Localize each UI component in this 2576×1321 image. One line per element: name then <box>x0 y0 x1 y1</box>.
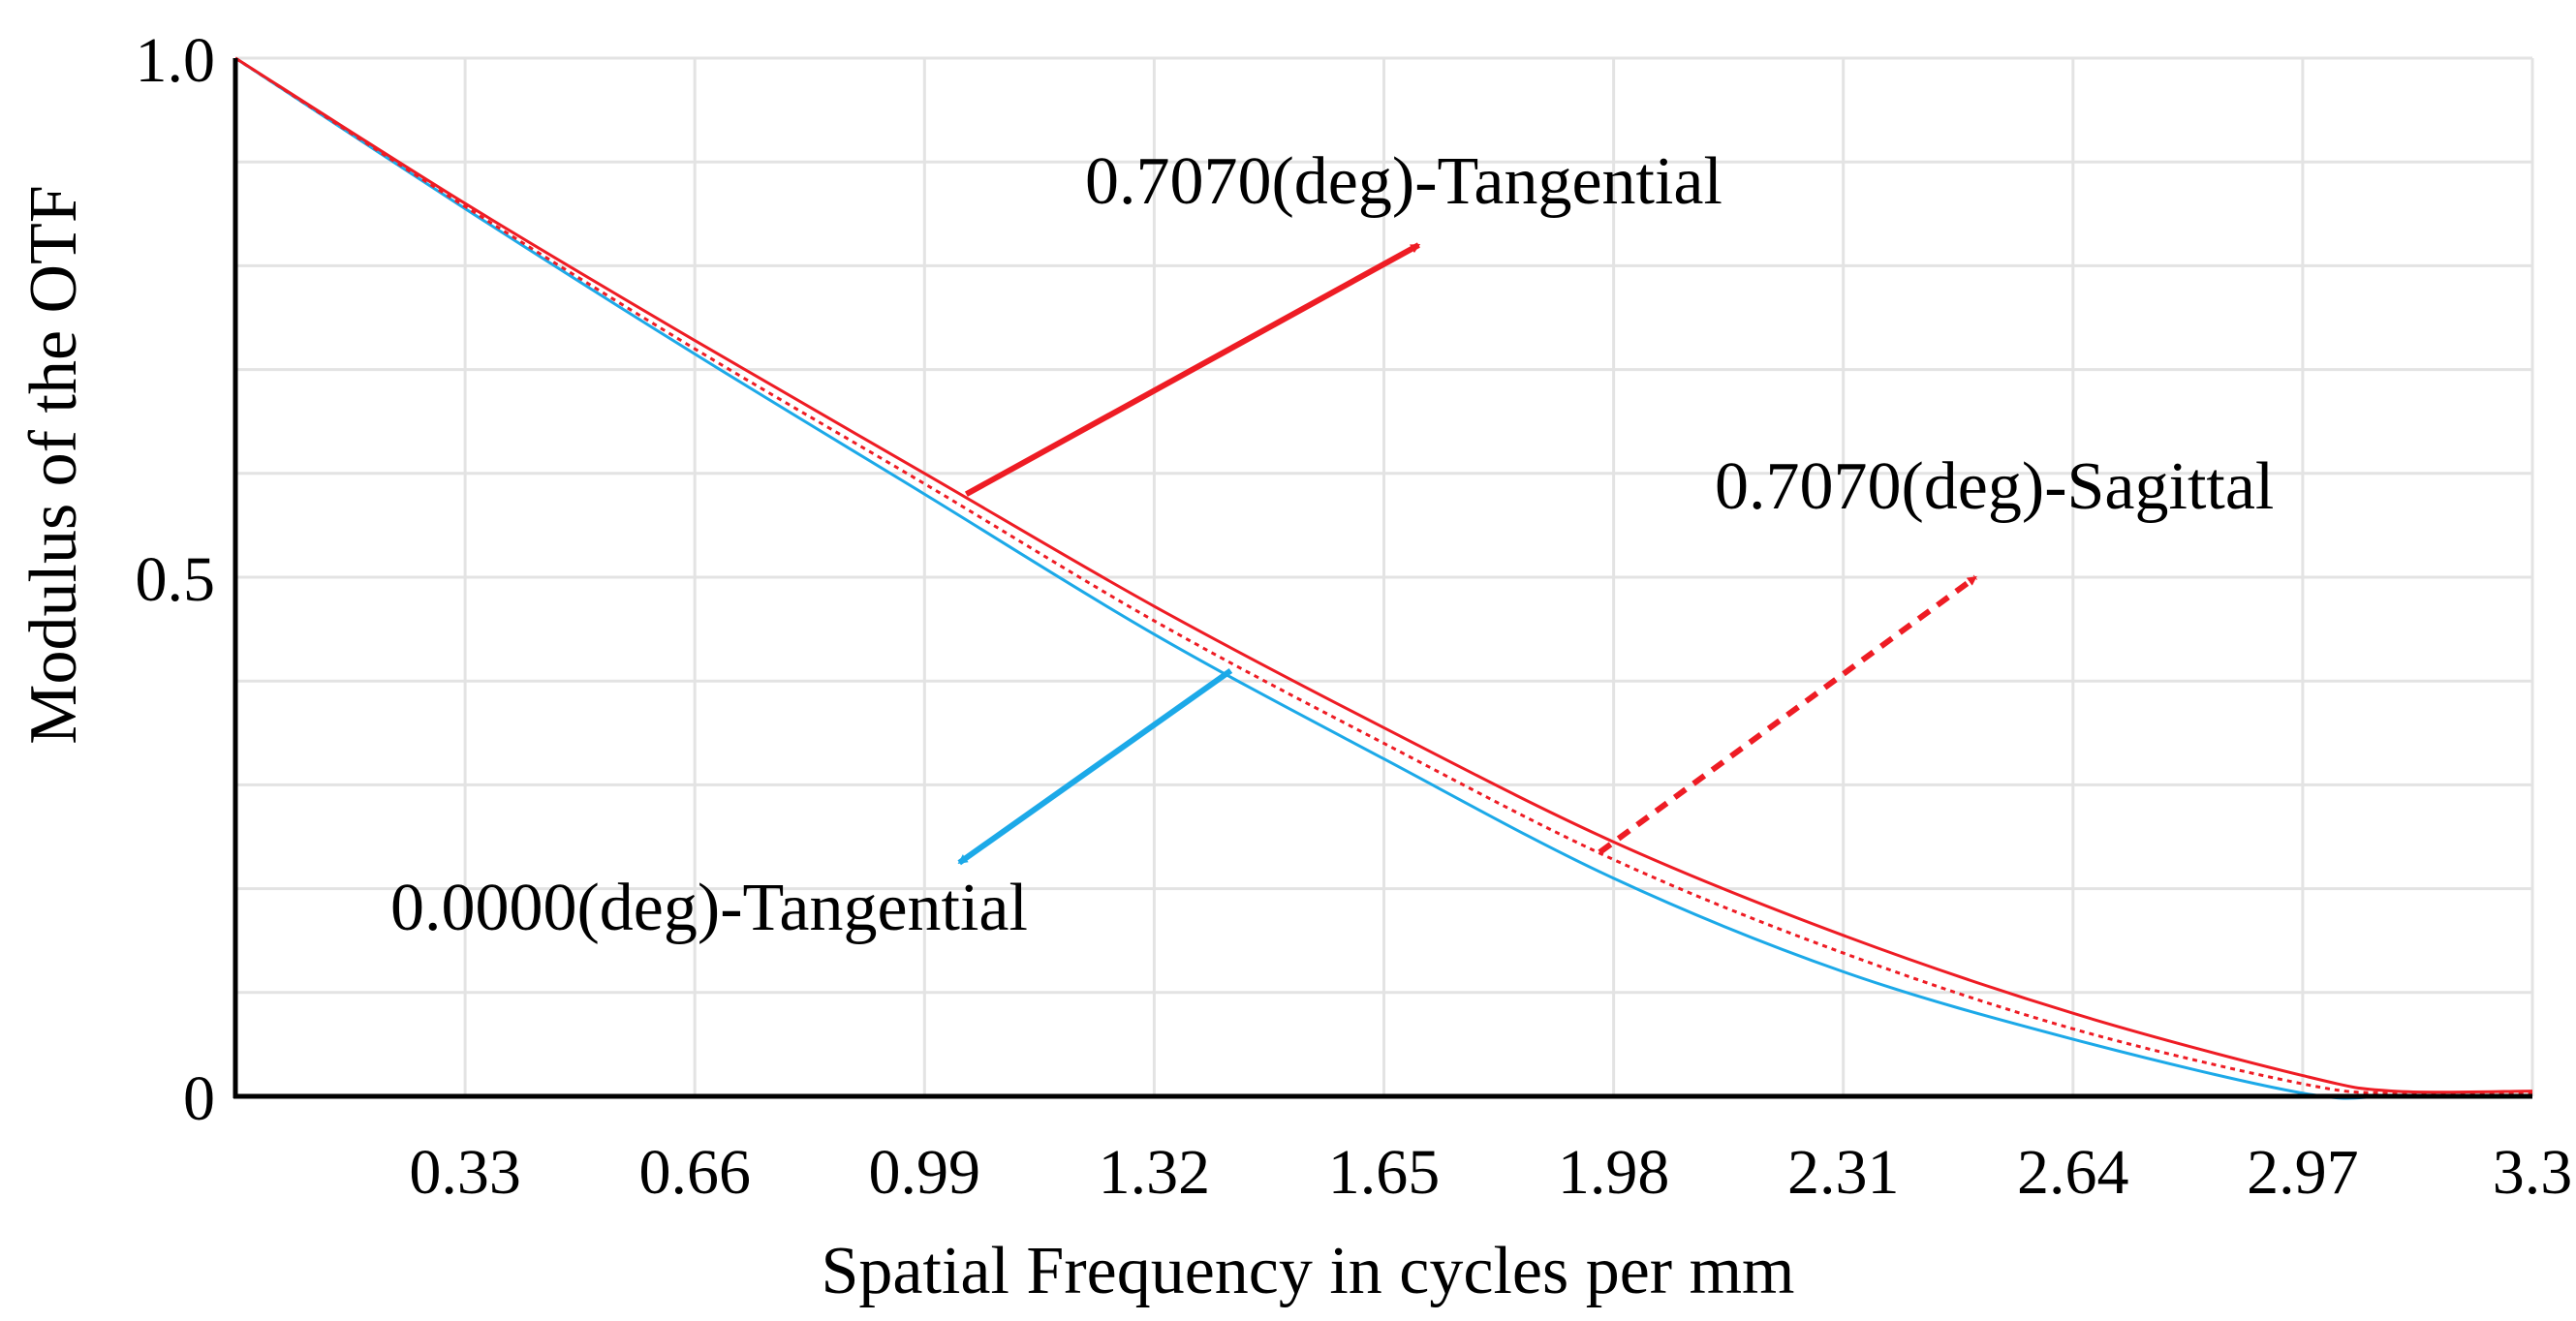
annotation-layer: 0.7070(deg)-Tangential 0.7070(deg)-Sagitt… <box>390 144 2274 945</box>
annotation-arrow-1 <box>1598 574 1977 855</box>
y-tick-label: 0.5 <box>136 544 216 615</box>
series-line-0-0000-deg-tangential <box>234 56 2533 1100</box>
x-tick-label: 0.33 <box>409 1137 521 1208</box>
x-tick-label: 1.32 <box>1099 1137 1211 1208</box>
x-tick-label: 2.97 <box>2247 1137 2359 1208</box>
y-tick-label: 1.0 <box>136 25 216 96</box>
axes <box>233 58 2532 1099</box>
annotation-label-0: 0.7070(deg)-Tangential <box>1085 144 1723 219</box>
y-tick-label: 0 <box>183 1063 215 1134</box>
x-tick-label: 0.99 <box>869 1137 981 1208</box>
x-tick-label: 1.65 <box>1328 1137 1441 1208</box>
x-tick-label: 1.98 <box>1558 1137 1670 1208</box>
x-tick-label: 3.3 <box>2493 1137 2573 1208</box>
annotation-arrow-0 <box>964 242 1421 497</box>
annotation-label-1: 0.7070(deg)-Sagittal <box>1715 449 2274 524</box>
x-axis-title: Spatial Frequency in cycles per mm <box>822 1234 1795 1308</box>
series-line-0-7070-deg-tangential <box>234 56 2533 1094</box>
x-tick-label: 0.66 <box>638 1137 751 1208</box>
x-tick-label: 2.31 <box>1787 1137 1900 1208</box>
annotation-arrow-2 <box>957 668 1233 866</box>
series-line-0-7070-deg-sagittal <box>234 56 2533 1095</box>
annotation-label-2: 0.0000(deg)-Tangential <box>390 871 1028 945</box>
tick-labels: 0.33 0.66 0.99 1.32 1.65 1.98 2.31 2.64 2.97 3.3 0… <box>136 25 2573 1208</box>
x-tick-label: 2.64 <box>2017 1137 2129 1208</box>
series-layer <box>234 56 2533 1100</box>
y-axis-title: Modulus of the OTF <box>16 185 91 745</box>
